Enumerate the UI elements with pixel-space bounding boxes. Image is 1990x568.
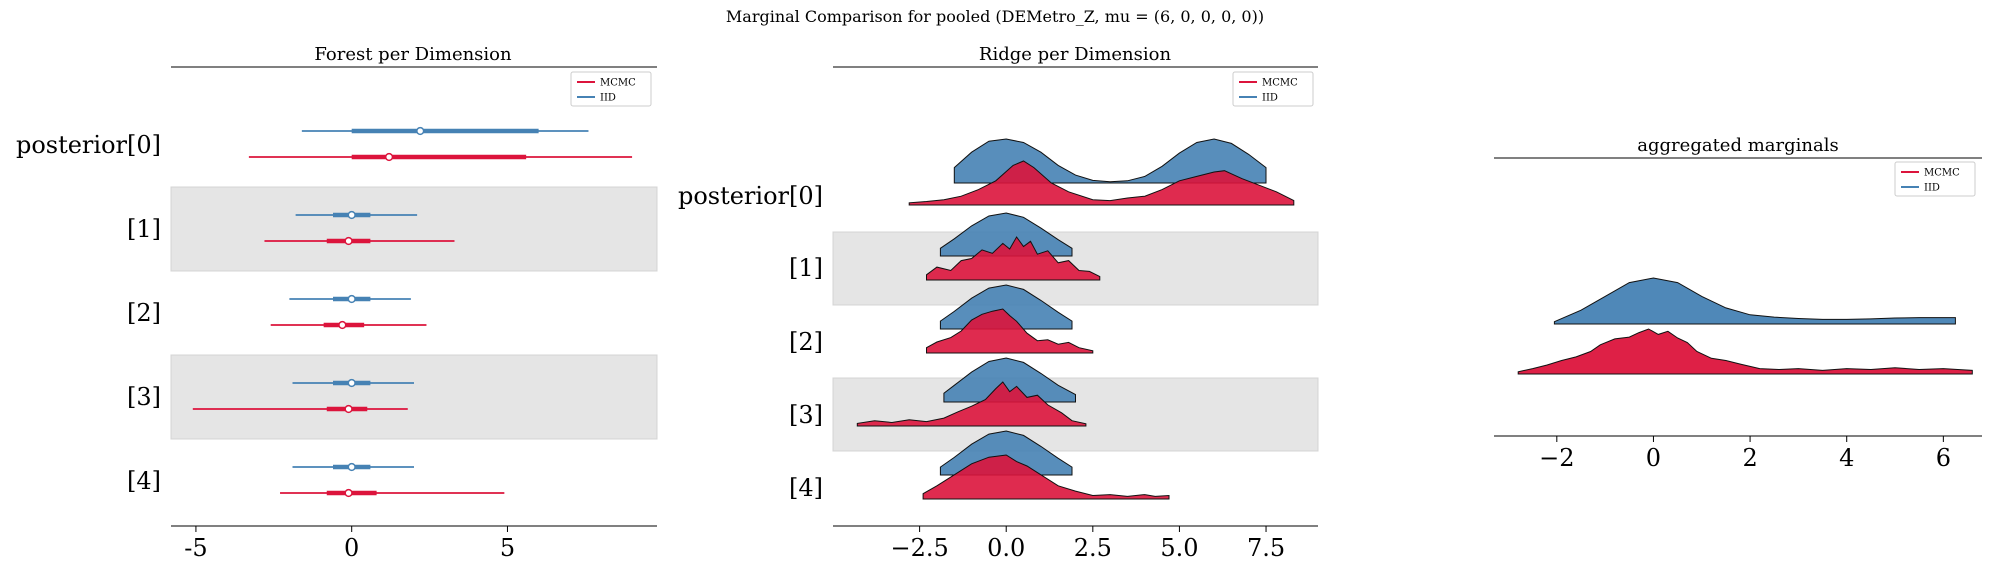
forest-row-band: [170, 186, 658, 272]
ridge-iid-density: [943, 357, 1076, 403]
forest-row-band: [170, 354, 658, 440]
aggregated-x-axis-tick-label: 4: [1839, 444, 1854, 472]
ridge-x-axis-tick-label: 0.0: [987, 534, 1025, 562]
forest-mcmc-median-point: [344, 404, 353, 414]
forest-row-labels: posterior[0] [1] [2] [3] [4]: [16, 131, 161, 495]
ridge-row-bands: [832, 231, 1319, 452]
ridge-row-label: [3]: [789, 401, 823, 429]
ridge-mcmc-density: [926, 308, 1094, 354]
forest-iid-median-point: [347, 294, 356, 304]
ridge-row-band: [832, 377, 1319, 452]
ridge-iid-density: [939, 212, 1073, 257]
aggregated-plot-title: aggregated marginals: [1637, 135, 1838, 156]
forest-mcmc-median-point: [344, 236, 353, 246]
forest-row-label: [1]: [127, 215, 161, 243]
ridge-marks: [856, 138, 1295, 500]
ridge-row-label: posterior[0]: [678, 182, 823, 210]
ridge-x-axis-tick-label: −2.5: [890, 534, 948, 562]
aggregated-x-axis-tick-label: 0: [1646, 444, 1661, 472]
ridge-x-axis-tick-label: 5.0: [1160, 534, 1198, 562]
forest-row-label: posterior[0]: [16, 131, 161, 159]
ridge-row-label: [1]: [789, 254, 823, 282]
aggregated-legend-mcmc: MCMC: [1924, 168, 1960, 179]
forest-iid-median-point: [416, 126, 425, 136]
ridge-legend: MCMC IID: [1232, 71, 1314, 107]
ridge-mcmc-density: [908, 160, 1295, 206]
forest-iid-median-point: [347, 210, 356, 220]
ridge-legend-iid: IID: [1262, 93, 1278, 104]
ridge-mcmc-density: [926, 236, 1101, 281]
forest-marks: [192, 126, 633, 498]
forest-row-bands: [170, 186, 658, 440]
aggregated-legend-iid: IID: [1924, 183, 1940, 194]
ridge-x-axis: −2.5 0.0 2.5 5.0 7.5: [833, 66, 1318, 562]
ridge-row-labels: posterior[0] [1] [2] [3] [4]: [678, 182, 823, 502]
ridge-legend-mcmc: MCMC: [1262, 78, 1298, 89]
forest-x-axis: -5 0 5: [171, 66, 657, 562]
aggregated-x-axis-tick-label: 6: [1936, 444, 1951, 472]
ridge-row-label: [4]: [789, 474, 823, 502]
forest-x-axis-tick-label: 5: [500, 534, 515, 562]
ridge-mcmc-density: [856, 381, 1087, 427]
aggregated-x-axis-tick-label: −2: [1539, 444, 1574, 472]
forest-x-axis-tick-label: 0: [344, 534, 359, 562]
forest-mcmc-median-point: [344, 488, 353, 498]
forest-legend-mcmc: MCMC: [600, 78, 636, 89]
forest-legend: MCMC IID: [570, 71, 652, 107]
forest-row-label: [2]: [127, 299, 161, 327]
forest-mcmc-median-point: [384, 152, 394, 162]
aggregated-iid-density: [1553, 277, 1956, 325]
ridge-plot-title: Ridge per Dimension: [979, 44, 1172, 65]
forest-row-label: [3]: [127, 383, 161, 411]
ridge-x-axis-tick-label: 2.5: [1074, 534, 1112, 562]
forest-mcmc-median-point: [338, 320, 347, 330]
ridge-mcmc-density: [922, 454, 1170, 500]
aggregated-x-axis: −2 0 2 4 6: [1494, 157, 1982, 472]
forest-row-label: [4]: [127, 467, 161, 495]
forest-iid-median-point: [347, 378, 356, 388]
ridge-iid-density: [939, 284, 1073, 330]
aggregated-x-axis-tick-label: 2: [1742, 444, 1757, 472]
aggregated-legend: MCMC IID: [1894, 161, 1976, 197]
forest-iid-median-point: [347, 462, 356, 472]
aggregated-mcmc-density: [1517, 328, 1973, 375]
forest-x-axis-tick-label: -5: [184, 534, 207, 562]
ridge-x-axis-tick-label: 7.5: [1247, 534, 1285, 562]
aggregated-marks: [1517, 277, 1973, 375]
ridge-row-label: [2]: [789, 328, 823, 356]
forest-legend-iid: IID: [600, 93, 616, 104]
figure-title: Marginal Comparison for pooled (DEMetro_…: [725, 7, 1265, 26]
forest-plot-title: Forest per Dimension: [314, 44, 512, 65]
